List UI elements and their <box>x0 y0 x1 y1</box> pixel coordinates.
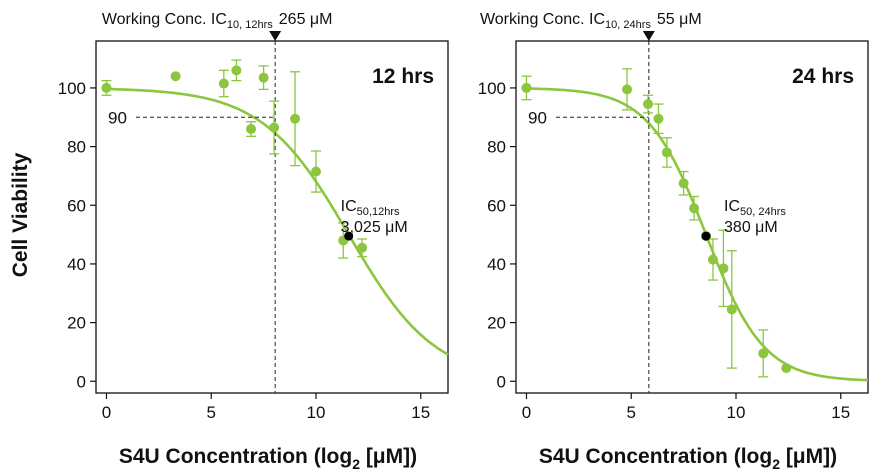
ic50-marker <box>701 231 711 241</box>
panel-24hrs: 0 20 40 60 80 100 0 5 10 15 90 Working Conc. IC10, … <box>478 11 869 422</box>
working-conc-sub: 10, 12hrs <box>227 19 273 31</box>
ic50-label: IC50, 24hrs <box>724 198 786 218</box>
data-point <box>290 113 301 124</box>
y-tick-label: 100 <box>478 79 506 98</box>
ic50-prefix: IC <box>724 198 740 215</box>
data-point <box>689 203 700 214</box>
working-conc-prefix: Working Conc. IC <box>102 11 227 28</box>
ic50-label: IC50,12hrs <box>341 198 400 218</box>
y-axis-title: Cell Viability <box>9 152 32 277</box>
plot-frame <box>515 40 869 394</box>
y-tick-label: 0 <box>77 372 86 391</box>
x-tick-label: 10 <box>307 403 326 422</box>
data-point <box>218 78 229 89</box>
working-conc-arrow <box>642 31 655 41</box>
data-point <box>246 124 257 134</box>
data-point <box>707 254 718 265</box>
x-tick-label: 15 <box>411 403 430 422</box>
data-point <box>622 84 633 95</box>
working-conc-value: 265 μM <box>279 11 333 28</box>
data-point <box>643 99 653 110</box>
working-conc-value: 55 μM <box>657 11 702 28</box>
y-tick-label: 20 <box>67 314 86 333</box>
working-conc-label: Working Conc. IC10, 24hrs 55 μM <box>480 11 702 31</box>
data-point <box>661 147 672 158</box>
working-conc-prefix: Working Conc. IC <box>480 11 605 28</box>
y-tick-label: 80 <box>67 138 86 157</box>
y-tick-label: 60 <box>487 196 506 215</box>
x-tick-label: 0 <box>102 403 111 422</box>
plot-frame <box>95 40 449 394</box>
ic10-y-label: 90 <box>528 108 547 127</box>
data-point <box>101 82 112 93</box>
data-point <box>521 82 532 93</box>
y-tick-label: 80 <box>487 138 506 157</box>
panel-label: 24 hrs <box>792 65 854 88</box>
data-point <box>758 348 769 359</box>
data-point <box>718 263 729 274</box>
x-tick-label: 0 <box>522 403 531 422</box>
working-conc-arrow <box>269 31 282 41</box>
data-point <box>678 178 689 189</box>
data-point <box>781 363 792 374</box>
ic50-value: 3,025 μM <box>341 219 408 236</box>
panel-label: 12 hrs <box>372 65 434 88</box>
x-axis-title-right: S4U Concentration (log2 [μM]) <box>539 445 837 472</box>
ic10-y-label: 90 <box>108 108 127 127</box>
data-point <box>726 304 737 315</box>
y-tick-label: 20 <box>487 314 506 333</box>
y-tick-label: 40 <box>67 255 86 274</box>
x-tick-label: 5 <box>627 403 636 422</box>
y-tick-label: 60 <box>67 196 86 215</box>
fit-curve <box>524 87 869 382</box>
x-tick-label: 15 <box>831 403 850 422</box>
data-point <box>653 113 664 124</box>
fit-curve <box>104 87 449 356</box>
x-tick-label: 5 <box>207 403 216 422</box>
ic50-sub: 50, 24hrs <box>740 206 786 218</box>
data-point <box>258 72 269 83</box>
x-axis-title-left: S4U Concentration (log2 [μM]) <box>119 445 417 472</box>
ic50-marker <box>344 231 354 241</box>
ic50-value: 380 μM <box>724 219 778 236</box>
data-point <box>231 65 242 76</box>
ic50-sub: 50,12hrs <box>357 206 400 218</box>
y-tick-label: 40 <box>487 255 506 274</box>
working-conc-sub: 10, 24hrs <box>605 19 651 31</box>
data-point <box>311 166 321 177</box>
data-point <box>357 242 368 253</box>
ic50-prefix: IC <box>341 198 357 215</box>
panel-12hrs: 0 20 40 60 80 100 0 5 10 15 90 Working Conc. IC10, … <box>58 11 449 422</box>
data-point <box>170 71 181 82</box>
y-tick-label: 0 <box>497 372 506 391</box>
data-point <box>269 122 280 133</box>
y-tick-label: 100 <box>58 79 86 98</box>
x-tick-label: 10 <box>727 403 746 422</box>
working-conc-label: Working Conc. IC10, 12hrs 265 μM <box>102 11 333 31</box>
